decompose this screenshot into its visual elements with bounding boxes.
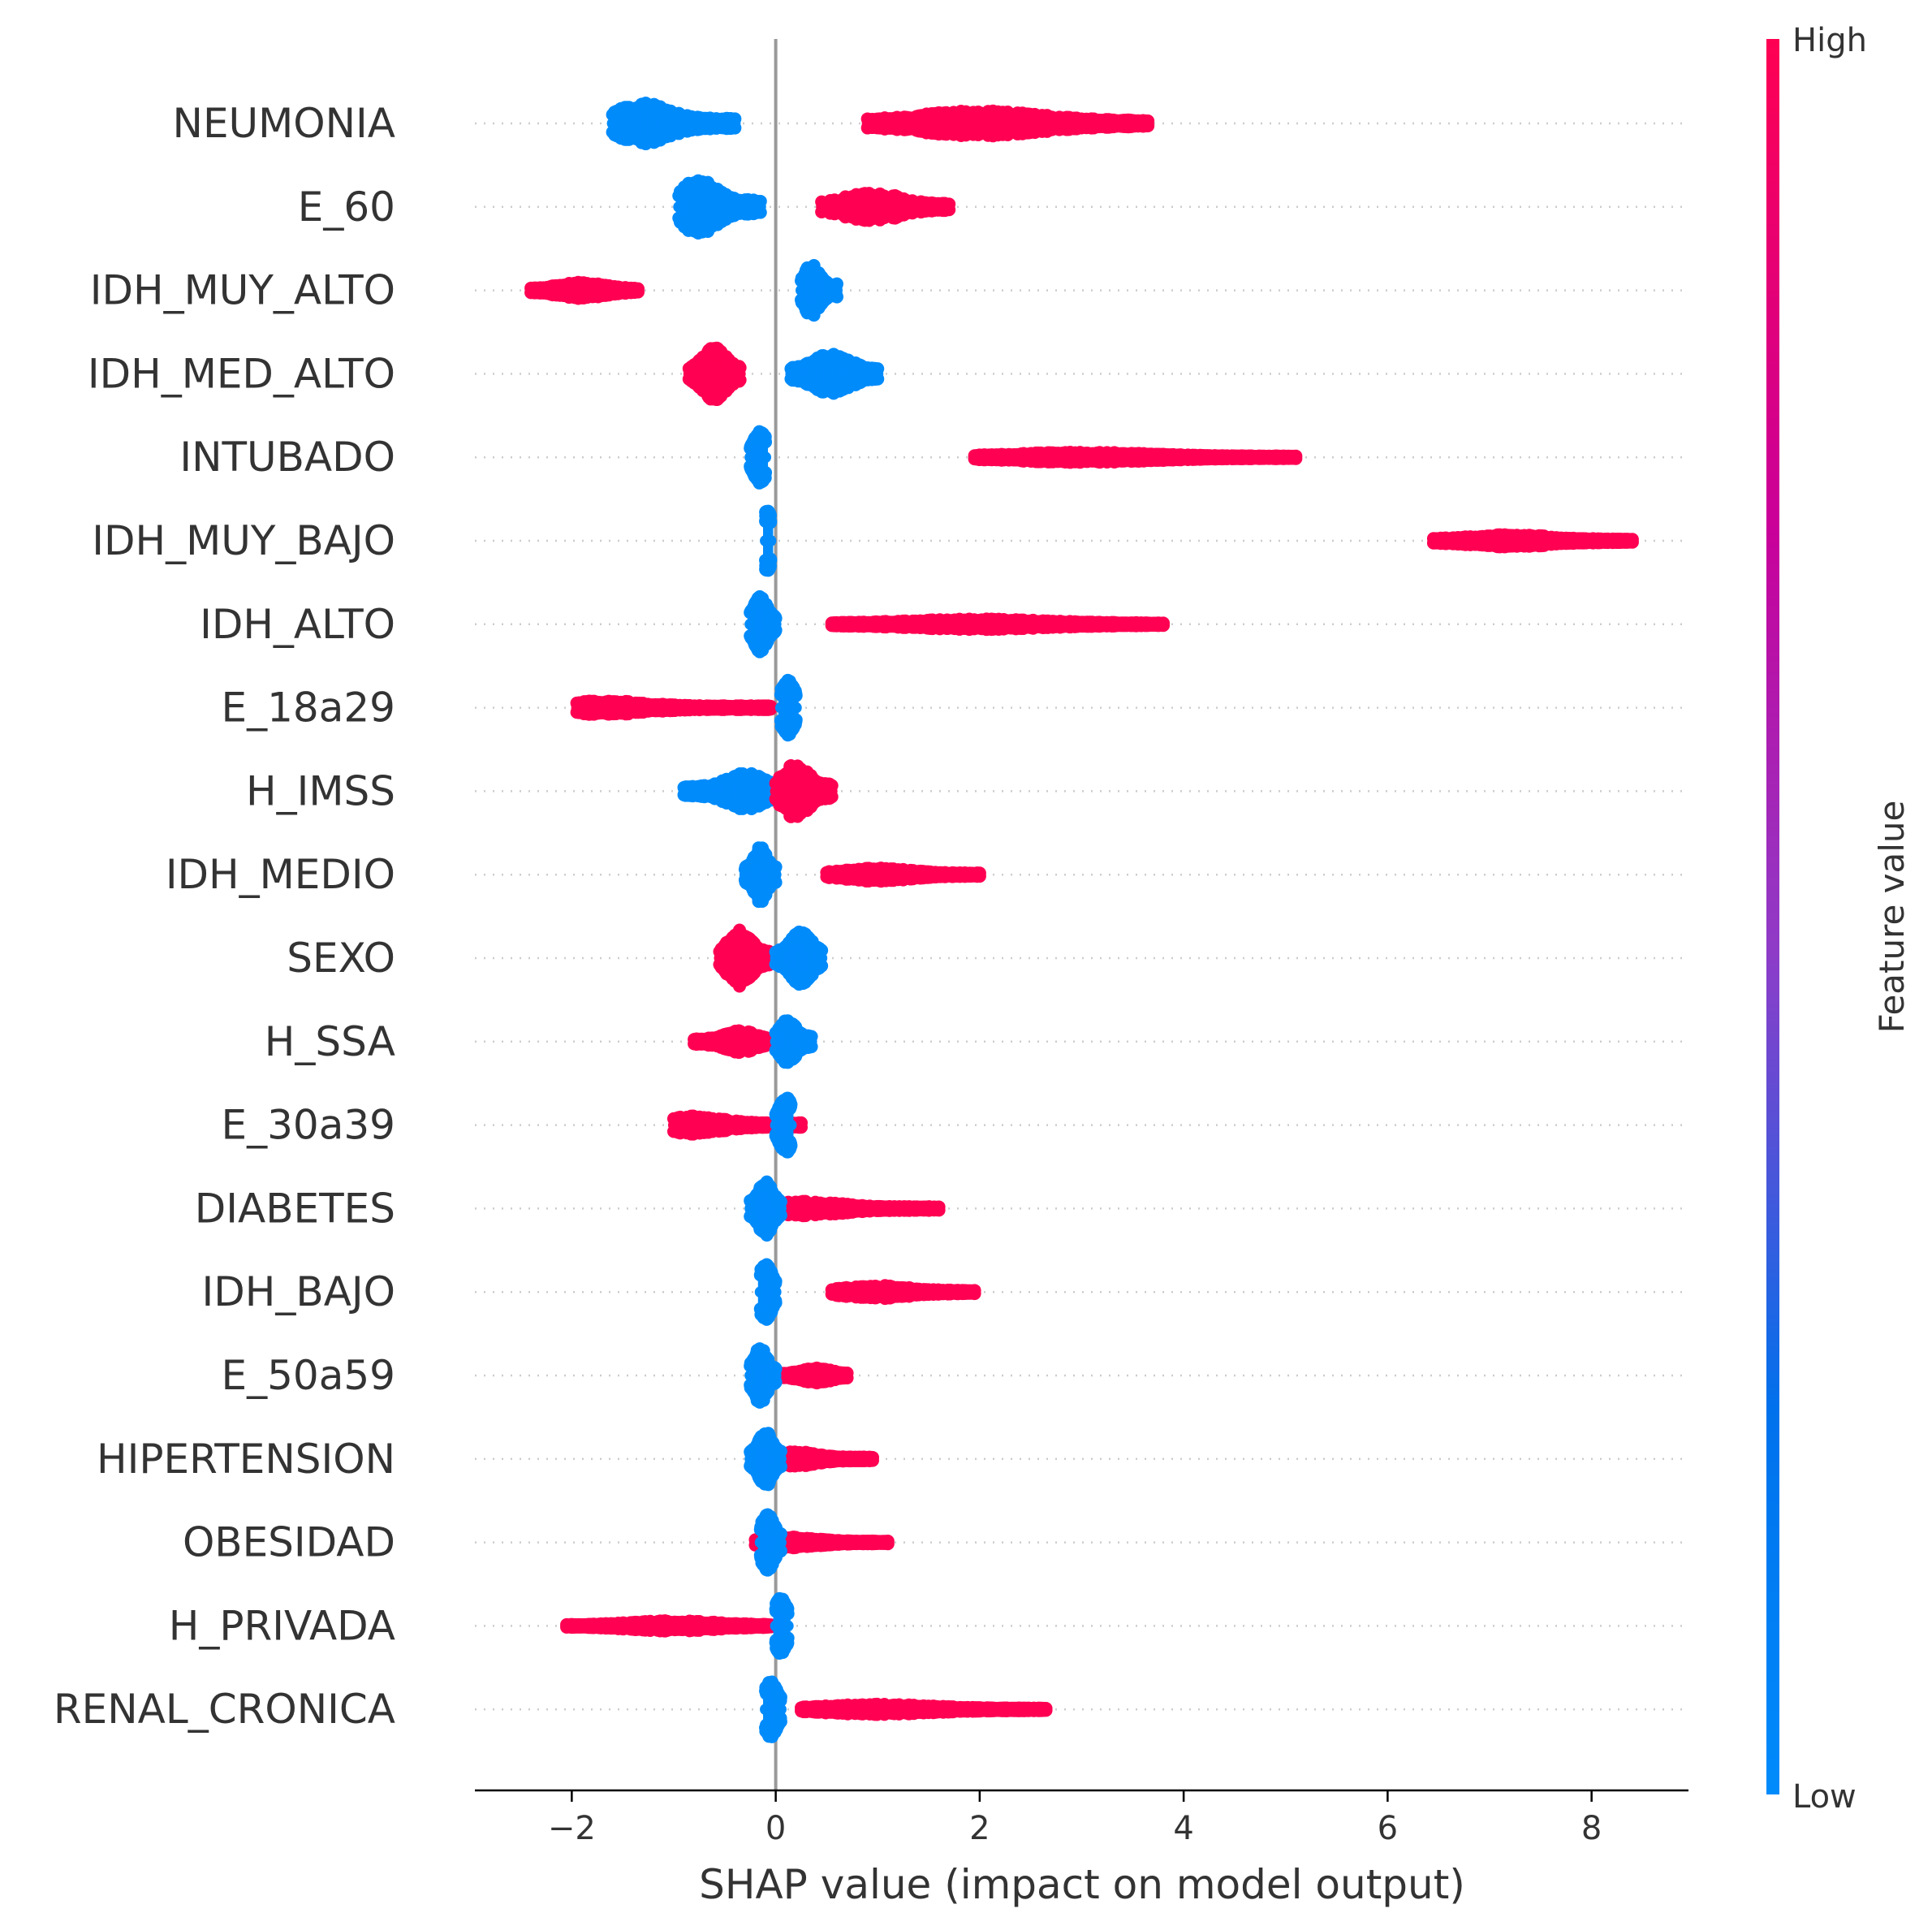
high-value-cluster [820,862,986,888]
high-value-cluster [713,923,778,993]
low-value-cluster [769,1014,818,1069]
feature-row [672,174,956,240]
low-value-cluster [769,925,829,991]
high-value-cluster [524,275,645,305]
low-value-cluster [795,259,843,322]
high-value-cluster [1426,528,1639,554]
low-value-cluster [774,673,803,742]
feature-row [606,96,1155,151]
low-value-cluster [744,425,773,490]
low-value-cluster [759,504,778,577]
high-value-cluster [815,187,956,227]
low-value-cluster [677,767,778,815]
feature-row [688,1014,818,1069]
high-value-cluster [570,694,778,721]
feature-row [570,673,803,742]
row-guides [475,122,1688,1711]
high-value-cluster [688,1024,773,1060]
high-value-cluster [682,341,747,407]
low-value-cluster [784,348,885,400]
feature-row [682,341,885,407]
feature-row [744,589,1171,659]
low-value-cluster [606,96,742,151]
feature-row [524,259,843,322]
feature-row [744,425,1303,490]
points-layer [524,96,1639,1743]
low-value-cluster [672,174,767,240]
high-value-cluster [825,612,1171,637]
feature-row [713,923,829,993]
high-value-cluster [769,759,839,823]
feature-row [677,759,839,823]
high-value-cluster [968,445,1303,469]
high-value-cluster [860,104,1155,143]
